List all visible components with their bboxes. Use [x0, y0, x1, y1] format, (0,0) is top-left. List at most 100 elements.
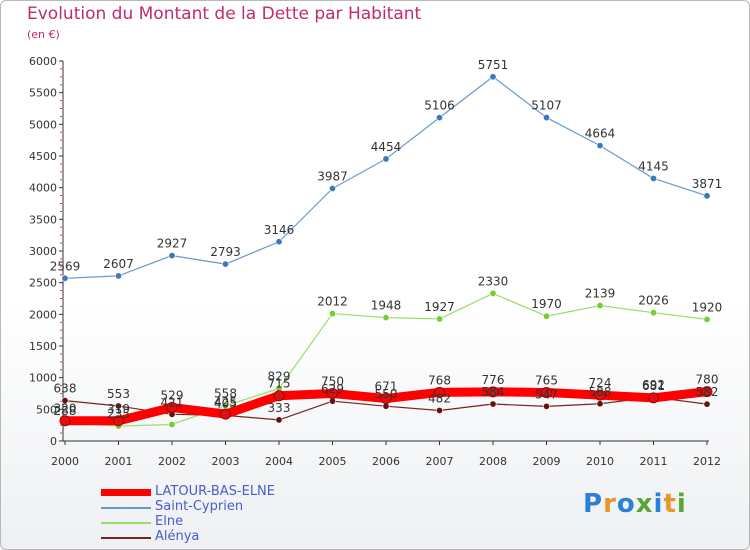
- x-tick-label: 2010: [586, 455, 614, 468]
- x-tick-label: 2012: [693, 455, 721, 468]
- data-point: [489, 400, 497, 408]
- data-point: [115, 272, 123, 280]
- data-point: [648, 392, 659, 404]
- data-label: 1948: [371, 299, 402, 313]
- data-label: 692: [642, 378, 665, 392]
- data-label: 584: [482, 385, 505, 399]
- data-label: 235: [107, 407, 130, 421]
- logo-letter: r: [603, 489, 617, 519]
- data-point: [220, 408, 231, 420]
- data-point: [113, 415, 124, 427]
- data-point: [596, 302, 604, 310]
- data-label: 671: [375, 380, 398, 394]
- y-tick-label: 0: [50, 435, 57, 448]
- data-label: 768: [428, 373, 451, 387]
- data-point: [328, 310, 336, 318]
- data-point: [327, 388, 338, 399]
- data-point: [703, 192, 711, 200]
- legend-item-elne: Elne: [101, 514, 341, 531]
- data-label: 750: [321, 375, 344, 389]
- legend-item-latour: LATOUR-BAS-ELNE: [101, 484, 341, 501]
- data-label: 765: [535, 374, 558, 388]
- data-label: 2012: [317, 295, 348, 309]
- y-tick-label: 2000: [29, 308, 57, 321]
- y-tick-label: 5500: [29, 87, 57, 100]
- y-tick-label: 1500: [29, 340, 57, 353]
- legend-item-saint-cyprien: Saint-Cyprien: [101, 499, 341, 516]
- data-point: [435, 406, 443, 414]
- x-tick-label: 2001: [105, 455, 133, 468]
- data-point: [649, 174, 657, 182]
- logo-letter: P: [583, 489, 604, 519]
- legend-item-alenya: Alénya: [101, 529, 341, 546]
- data-label: 1970: [531, 297, 562, 311]
- data-point: [61, 397, 69, 405]
- data-label: 2927: [157, 237, 188, 251]
- data-label: 2793: [210, 245, 241, 259]
- data-label: 2139: [585, 287, 616, 301]
- data-point: [275, 416, 283, 424]
- data-point: [380, 393, 392, 405]
- data-label: 724: [589, 376, 612, 390]
- chart-title: Evolution du Montant de la Dette par Hab…: [27, 4, 422, 24]
- data-label: 2026: [638, 294, 669, 308]
- x-tick-label: 2004: [265, 455, 293, 468]
- data-label: 1920: [692, 300, 723, 314]
- data-label: 3987: [317, 169, 348, 183]
- y-tick-label: 2500: [29, 277, 57, 290]
- data-label: 288: [54, 404, 77, 418]
- data-point: [382, 155, 390, 163]
- legend-swatch-latour: [101, 489, 151, 496]
- data-label: 3146: [264, 223, 295, 237]
- chart-data-labels: 2569 2607 2927 2793 3146 3987 4454 5106 5751 5107…: [50, 58, 723, 421]
- data-point: [487, 386, 499, 398]
- data-label: 421: [161, 395, 184, 409]
- x-tick-label: 2007: [426, 455, 454, 468]
- data-point: [541, 387, 552, 399]
- data-point: [703, 400, 711, 408]
- y-tick-label: 3000: [29, 245, 57, 258]
- y-tick-label: 3500: [29, 213, 57, 226]
- data-point: [168, 420, 176, 428]
- logo-letter: i: [653, 489, 664, 519]
- data-label: 405: [214, 396, 237, 410]
- logo-letter: i: [676, 489, 687, 519]
- data-point: [542, 312, 550, 320]
- data-label: 588: [589, 385, 612, 399]
- x-tick-label: 2002: [158, 455, 186, 468]
- data-label: 333: [268, 401, 291, 415]
- data-point: [596, 142, 604, 150]
- x-tick-label: 2005: [319, 455, 347, 468]
- data-label: 681: [642, 379, 665, 393]
- data-point: [434, 386, 445, 398]
- data-label: 1927: [424, 300, 455, 314]
- legend-label-latour: LATOUR-BAS-ELNE: [155, 484, 275, 499]
- data-label: 5107: [531, 99, 562, 113]
- logo-letter: x: [635, 489, 654, 519]
- data-point: [166, 401, 178, 413]
- data-point: [61, 274, 69, 282]
- x-tick-label: 2003: [212, 455, 240, 468]
- data-point: [382, 314, 390, 322]
- data-label: 319: [107, 402, 130, 416]
- data-label: 638: [54, 382, 77, 396]
- data-point: [594, 389, 606, 401]
- data-point: [273, 390, 285, 402]
- y-tick-label: 4500: [29, 150, 57, 163]
- data-point: [115, 402, 123, 410]
- x-tick-label: 2006: [372, 455, 400, 468]
- legend-swatch-elne: [101, 522, 151, 524]
- data-point: [542, 402, 550, 410]
- x-tick-label: 2000: [51, 455, 79, 468]
- legend-label-elne: Elne: [155, 514, 184, 529]
- data-label: 5751: [478, 58, 509, 72]
- data-label: 320: [54, 402, 77, 416]
- data-label: 4145: [638, 159, 669, 173]
- proxiti-logo: Proxiti: [583, 489, 687, 519]
- data-label: 529: [161, 388, 184, 402]
- data-label: 776: [482, 373, 505, 387]
- data-label: 4454: [371, 140, 402, 154]
- data-label: 558: [214, 387, 237, 401]
